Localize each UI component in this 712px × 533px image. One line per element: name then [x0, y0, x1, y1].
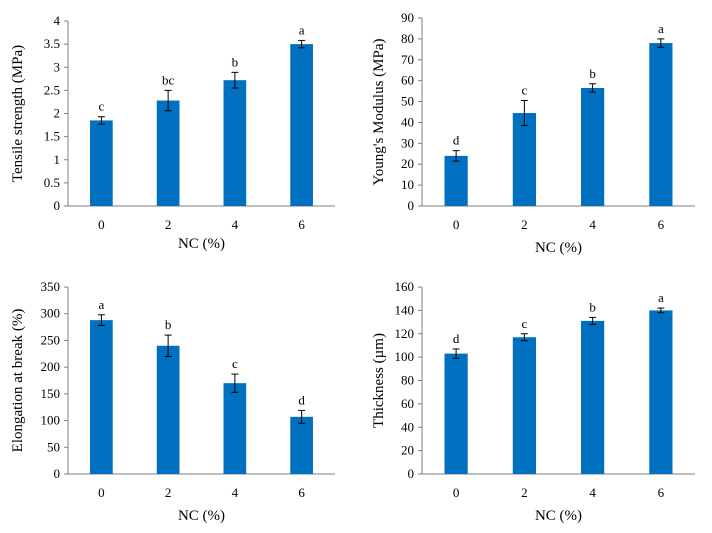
bar — [156, 345, 180, 474]
y-tick-label: 1 — [54, 152, 61, 167]
bar — [649, 43, 673, 206]
x-tick-label: 0 — [453, 485, 460, 500]
y-axis-title: Tensile strength (MPa) — [10, 45, 26, 182]
x-tick-label: 4 — [589, 485, 596, 500]
x-tick-label: 6 — [658, 485, 665, 500]
youngs-modulus-chart: 0 10 20 30 40 50 60 70 80 90 d 0 c 2 b 4 a 6 NC (%) Young's… — [371, 10, 695, 256]
x-tick-label: 2 — [521, 217, 528, 232]
y-tick-label: 0.5 — [44, 175, 60, 190]
y-tick-label: 30 — [401, 135, 414, 150]
significance-label: b — [589, 66, 596, 81]
y-tick-label: 20 — [401, 443, 414, 458]
y-tick-label: 10 — [401, 177, 414, 192]
significance-label: b — [232, 54, 239, 69]
x-tick-label: 2 — [521, 485, 528, 500]
significance-label: a — [658, 21, 664, 36]
significance-label: d — [298, 392, 305, 407]
x-tick-label: 2 — [165, 217, 172, 232]
y-axis-title: Elongation at break (%) — [10, 309, 26, 453]
y-tick-label: 60 — [401, 73, 414, 88]
significance-label: a — [299, 22, 305, 37]
y-tick-label: 100 — [41, 413, 61, 428]
y-tick-label: 0 — [408, 198, 415, 213]
y-tick-label: 0 — [54, 466, 61, 481]
y-tick-label: 70 — [401, 52, 414, 67]
significance-label: a — [658, 290, 664, 305]
y-tick-label: 3 — [54, 59, 61, 74]
y-tick-label: 4 — [54, 13, 61, 28]
y-tick-label: 40 — [401, 114, 414, 129]
y-tick-label: 250 — [41, 332, 61, 347]
elongation-at-break-chart: 0 50 100 150 200 250 300 350 a 0 b 2 c 4 d 6 NC (%) Elong… — [10, 279, 335, 524]
y-tick-label: 60 — [401, 396, 414, 411]
bar — [223, 383, 247, 474]
y-tick-label: 2.5 — [44, 82, 60, 97]
bar — [649, 310, 673, 474]
x-axis-title: NC (%) — [535, 508, 582, 524]
bar — [223, 80, 247, 206]
y-axis-title: Thickness (µm) — [371, 333, 387, 428]
x-tick-label: 4 — [232, 485, 239, 500]
significance-label: bc — [162, 72, 175, 87]
tensile-strength-chart: 0 0.5 1 1.5 2 2.5 3 3.5 4 c 0 bc 2 b 4 a 6 NC (%) Tensile … — [10, 13, 335, 252]
bar — [512, 337, 536, 474]
significance-label: a — [98, 297, 104, 312]
y-tick-label: 1.5 — [44, 129, 60, 144]
x-axis-title: NC (%) — [535, 240, 582, 256]
y-tick-label: 0 — [408, 466, 415, 481]
y-tick-label: 80 — [401, 31, 414, 46]
x-tick-label: 0 — [98, 485, 105, 500]
y-tick-label: 50 — [47, 439, 60, 454]
bar — [290, 416, 313, 474]
y-tick-label: 0 — [54, 198, 61, 213]
y-tick-label: 20 — [401, 156, 414, 171]
y-tick-label: 40 — [401, 419, 414, 434]
bar — [156, 100, 180, 206]
y-tick-label: 50 — [401, 94, 414, 109]
x-tick-label: 6 — [658, 217, 665, 232]
significance-label: d — [453, 133, 460, 148]
significance-label: c — [521, 316, 527, 331]
bar — [444, 353, 468, 474]
x-axis-title: NC (%) — [178, 236, 225, 252]
y-tick-label: 90 — [401, 10, 414, 25]
significance-label: d — [453, 331, 460, 346]
y-tick-label: 120 — [395, 326, 415, 341]
y-tick-label: 200 — [41, 359, 61, 374]
bar — [290, 44, 313, 206]
x-tick-label: 2 — [165, 485, 172, 500]
thickness-chart: 0 20 40 60 80 100 120 140 160 d 0 c 2 b 4 a 6 NC (%) Thick… — [371, 279, 695, 524]
bar — [444, 155, 468, 206]
bar — [581, 87, 605, 206]
x-tick-label: 4 — [232, 217, 239, 232]
y-tick-label: 160 — [395, 279, 415, 294]
bar — [581, 320, 605, 474]
y-tick-label: 3.5 — [44, 36, 60, 51]
y-tick-label: 150 — [41, 386, 61, 401]
y-tick-label: 2 — [54, 106, 61, 121]
significance-label: c — [232, 356, 238, 371]
x-tick-label: 0 — [98, 217, 105, 232]
significance-label: b — [165, 317, 172, 332]
significance-label: c — [521, 83, 527, 98]
y-tick-label: 80 — [401, 373, 414, 388]
y-tick-label: 140 — [395, 302, 415, 317]
significance-label: b — [589, 299, 596, 314]
y-tick-label: 300 — [41, 306, 61, 321]
y-tick-label: 350 — [41, 279, 61, 294]
x-tick-label: 6 — [298, 217, 305, 232]
y-axis-title: Young's Modulus (MPa) — [371, 38, 387, 185]
x-tick-label: 4 — [589, 217, 596, 232]
bar — [512, 113, 536, 206]
significance-label: c — [98, 99, 104, 114]
bar — [90, 120, 113, 206]
y-tick-label: 100 — [395, 349, 415, 364]
x-axis-title: NC (%) — [178, 508, 225, 524]
bar — [90, 320, 113, 474]
x-tick-label: 6 — [298, 485, 305, 500]
x-tick-label: 0 — [453, 217, 460, 232]
